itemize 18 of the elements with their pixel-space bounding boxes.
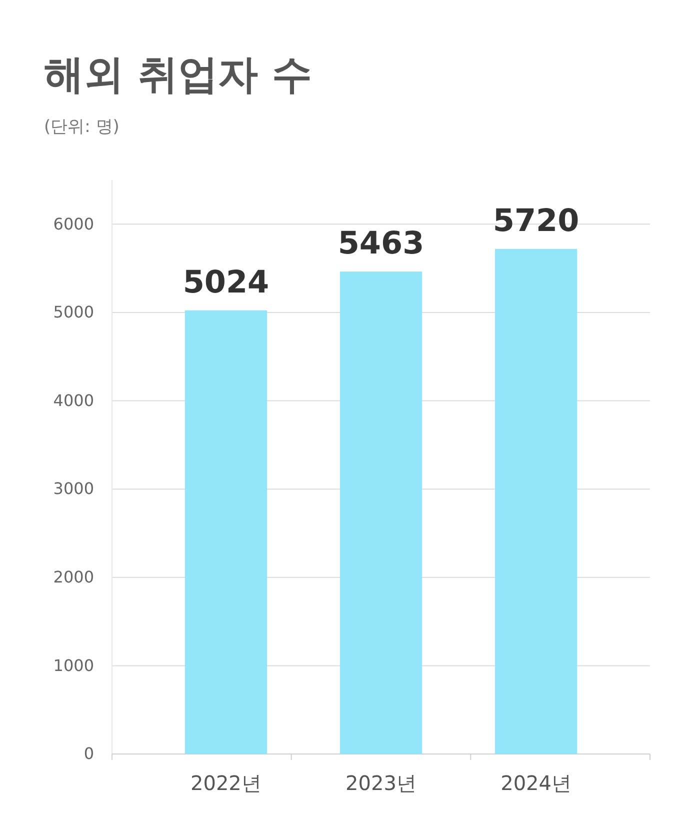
y-tick-label: 2000 [53, 568, 94, 587]
x-tick-label: 2024년 [500, 771, 572, 796]
y-tick-label: 4000 [53, 390, 94, 410]
chart-title: 해외 취업자 수 [44, 52, 312, 98]
chart-subtitle: (단위: 명) [44, 117, 120, 137]
y-tick-label: 1000 [53, 656, 94, 675]
y-tick-label: 0 [84, 744, 94, 764]
bar [184, 310, 268, 754]
data-label: 5024 [182, 264, 270, 300]
y-tick-label: 5000 [53, 302, 94, 322]
x-tick-label: 2022년 [190, 771, 262, 796]
y-tick-label: 6000 [53, 214, 94, 234]
y-tick-label: 3000 [53, 479, 94, 498]
x-tick-label: 2023년 [346, 771, 416, 796]
data-label: 5463 [338, 226, 424, 262]
bar [340, 272, 422, 754]
data-label: 5720 [492, 202, 580, 239]
bar [494, 248, 578, 754]
